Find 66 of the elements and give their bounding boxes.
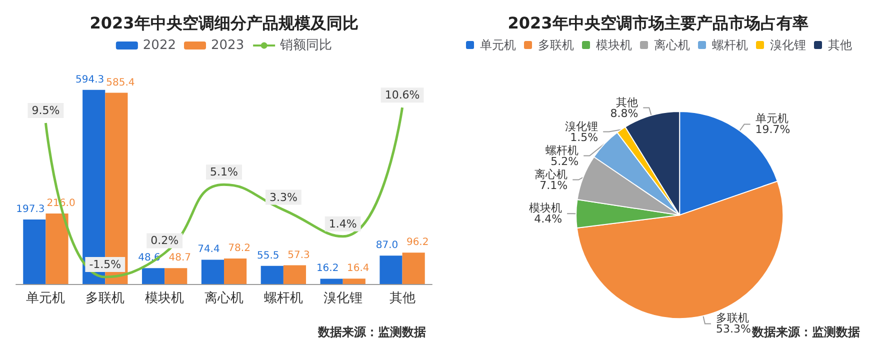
bar: [260, 266, 284, 284]
data-label: 585.4: [106, 77, 135, 88]
legend-label: 2023: [211, 38, 244, 53]
bar: [23, 220, 46, 284]
data-label: 594.3: [76, 74, 104, 86]
legend-label: 销额同比: [279, 38, 332, 53]
bar: [283, 265, 306, 284]
chart-title: 2023年中央空调市场主要产品市场占有率: [508, 14, 808, 32]
data-label: 87.0: [376, 240, 398, 252]
data-label: 3.3%: [269, 190, 298, 204]
bar: [342, 278, 366, 284]
data-label: 55.5: [257, 250, 280, 262]
data-label: 74.4: [198, 244, 220, 256]
data-label: 53.3%: [716, 322, 751, 336]
data-label: 96.2: [406, 237, 429, 248]
data-label: 16.2: [316, 263, 339, 274]
bar: [380, 256, 402, 284]
bar: [320, 278, 343, 284]
bar: [201, 260, 224, 284]
x-tick-label: 螺杆机: [264, 291, 303, 306]
bar: [142, 268, 165, 284]
data-label: 1.4%: [328, 217, 357, 230]
data-label: 4.4%: [534, 212, 562, 226]
data-label: 78.2: [228, 242, 250, 254]
bar: [164, 268, 188, 284]
data-label: 5.2%: [550, 154, 579, 168]
slice-label: 单元机: [755, 112, 788, 126]
bar: [224, 258, 247, 284]
source-note: 数据来源：监测数据: [317, 325, 426, 339]
legend-label: 其他: [828, 38, 852, 52]
x-tick-label: 多联机: [86, 291, 125, 306]
legend-label: 模块机: [596, 38, 632, 52]
data-label: 197.3: [16, 204, 45, 216]
source-note: 数据来源：监测数据: [751, 325, 860, 339]
slice-label: 螺杆机: [546, 144, 579, 157]
data-label: 8.8%: [610, 106, 638, 120]
bar: [402, 252, 425, 284]
data-label: 10.6%: [384, 88, 420, 102]
x-tick-label: 单元机: [26, 291, 66, 306]
legend-label: 螺杆机: [712, 38, 748, 52]
data-label: 5.1%: [210, 166, 238, 179]
data-label: -1.5%: [89, 258, 122, 271]
legend-label: 单元机: [480, 38, 516, 52]
legend-label: 离心机: [654, 38, 690, 52]
chart-title: 2023年中央空调细分产品规模及同比: [90, 14, 358, 32]
data-label: 48.7: [168, 252, 191, 264]
data-label: 16.4: [347, 263, 370, 274]
slice-label: 多联机: [716, 312, 749, 325]
legend-label: 溴化锂: [770, 38, 806, 52]
x-tick-label: 溴化锂: [323, 291, 362, 306]
slice-label: 离心机: [534, 168, 568, 181]
data-label: 19.7%: [755, 123, 790, 136]
legend-label: 2022: [142, 38, 176, 53]
data-label: 1.5%: [570, 130, 598, 144]
slice-label: 其他: [616, 96, 638, 109]
data-label: 0.2%: [150, 234, 179, 248]
data-label: 9.5%: [32, 104, 60, 117]
legend-label: 多联机: [538, 38, 574, 52]
data-label: 57.3: [288, 250, 310, 261]
slice-label: 溴化锂: [565, 120, 598, 133]
bar: [46, 213, 68, 284]
x-tick-label: 模块机: [145, 291, 184, 306]
x-tick-label: 离心机: [204, 290, 244, 306]
x-tick-label: 其他: [389, 291, 416, 306]
slice-label: 模块机: [529, 202, 562, 215]
data-label: 7.1%: [540, 178, 568, 192]
